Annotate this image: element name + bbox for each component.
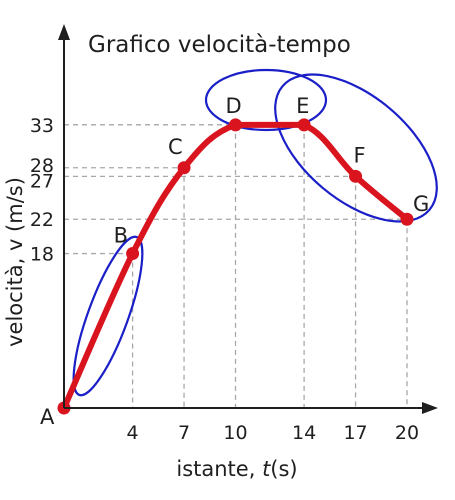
data-point-G xyxy=(400,212,414,226)
data-point-D xyxy=(229,118,242,132)
point-label-D: D xyxy=(226,94,242,118)
point-label-E: E xyxy=(296,94,309,118)
y-axis-arrow xyxy=(58,24,70,40)
x-tick-label-14: 14 xyxy=(292,422,316,444)
x-tick-label-10: 10 xyxy=(223,422,247,444)
x-axis-arrow xyxy=(422,402,438,414)
data-point-B xyxy=(126,247,140,261)
axes xyxy=(58,24,438,414)
x-tick-label-7: 7 xyxy=(178,422,190,444)
data-point-C xyxy=(177,161,191,175)
y-tick-label-27: 27 xyxy=(30,170,54,192)
ellipse-segment-D-E xyxy=(204,68,328,132)
x-axis-title-var: t xyxy=(262,457,271,481)
data-point-F xyxy=(349,169,363,183)
point-label-A: A xyxy=(40,405,55,429)
point-label-G: G xyxy=(413,192,429,216)
point-label-B: B xyxy=(114,224,128,248)
y-tick-label-28: 28 xyxy=(30,155,54,177)
x-tick-label-4: 4 xyxy=(127,422,139,444)
x-axis-title-prefix: istante, xyxy=(176,457,262,481)
y-axis-title: velocità, v (m/s) xyxy=(3,177,27,347)
y-tick-label-22: 22 xyxy=(30,209,54,231)
segment-highlight-ellipses xyxy=(72,68,438,397)
data-point-E xyxy=(297,118,311,132)
ellipse-segment-A-B xyxy=(72,235,144,397)
point-label-F: F xyxy=(354,143,366,167)
chart-title: Grafico velocità-tempo xyxy=(88,32,351,58)
ellipse-segment-E-G xyxy=(274,73,438,223)
point-label-C: C xyxy=(168,135,183,159)
x-axis-title-suffix: (s) xyxy=(270,457,297,481)
x-axis-title: istante, t(s) xyxy=(176,457,297,481)
y-tick-label-18: 18 xyxy=(30,244,54,266)
x-tick-label-20: 20 xyxy=(395,422,419,444)
x-tick-label-17: 17 xyxy=(343,422,367,444)
y-tick-label-33: 33 xyxy=(30,115,54,137)
point-labels: A B C D E F G xyxy=(40,94,429,429)
